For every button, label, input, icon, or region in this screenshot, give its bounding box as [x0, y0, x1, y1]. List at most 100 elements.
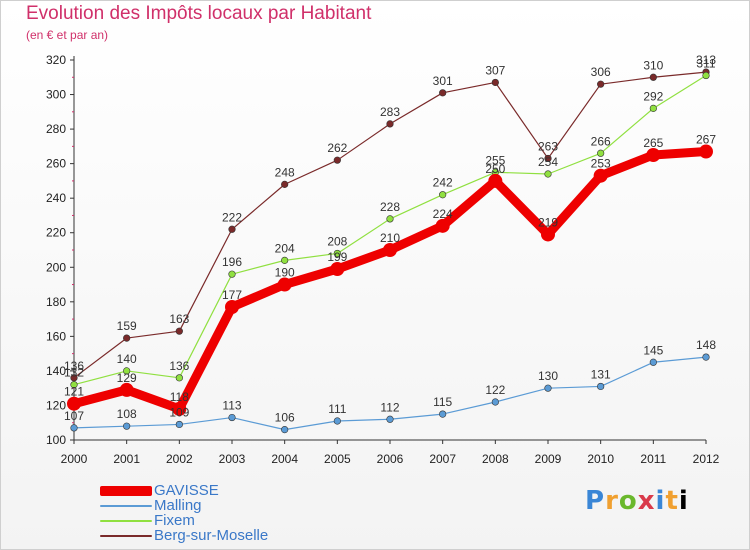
- data-point: [225, 300, 239, 314]
- data-label: 262: [327, 141, 347, 155]
- data-point: [649, 104, 657, 112]
- data-point: [439, 89, 447, 97]
- data-point: [228, 270, 236, 278]
- data-point: [491, 398, 499, 406]
- data-point: [175, 420, 183, 429]
- data-label: 310: [643, 58, 663, 72]
- data-point: [281, 426, 289, 434]
- data-label: 222: [222, 210, 242, 224]
- data-label: 283: [380, 105, 400, 119]
- data-point: [702, 353, 710, 361]
- data-label: 129: [117, 371, 137, 385]
- data-point: [175, 327, 183, 335]
- data-point: [439, 191, 447, 199]
- data-label: 177: [222, 288, 242, 302]
- legend-swatch-fixem: [100, 520, 152, 522]
- chart-title: Evolution des Impôts locaux par Habitant: [26, 3, 372, 24]
- data-label: 219: [538, 215, 558, 229]
- data-label: 267: [696, 133, 716, 147]
- data-label: 313: [696, 53, 716, 67]
- y-tick-label: 220: [46, 226, 66, 240]
- data-point: [597, 149, 605, 157]
- data-point: [119, 382, 134, 397]
- data-label: 122: [485, 383, 505, 397]
- data-label: 136: [169, 359, 189, 373]
- y-tick-label: 300: [46, 88, 66, 102]
- data-label: 148: [696, 338, 716, 352]
- legend-swatch-malling: [100, 505, 152, 507]
- data-label: 109: [169, 405, 189, 419]
- data-point: [544, 154, 552, 163]
- data-point: [597, 80, 605, 88]
- data-label: 250: [485, 162, 505, 176]
- y-tick-label: 160: [46, 329, 66, 343]
- data-point: [172, 401, 187, 416]
- data-label: 118: [170, 390, 189, 404]
- data-label: 121: [64, 385, 84, 399]
- data-label: 111: [328, 402, 347, 416]
- data-point: [123, 422, 131, 430]
- data-label: 190: [275, 266, 295, 280]
- legend-swatch-gavisse: [100, 486, 152, 496]
- x-tick-label: 2007: [429, 452, 456, 466]
- x-tick-label: 2002: [166, 452, 193, 466]
- legend-label-gavisse: GAVISSE: [154, 482, 219, 499]
- y-tick-label: 240: [46, 191, 66, 205]
- data-label: 196: [222, 255, 242, 269]
- data-point: [488, 173, 503, 188]
- data-point: [386, 415, 394, 423]
- data-label: 115: [433, 395, 452, 409]
- data-point: [228, 413, 236, 422]
- y-tick-label: 120: [46, 398, 66, 412]
- data-point: [70, 374, 78, 382]
- x-tick-label: 2004: [271, 452, 298, 466]
- data-label: 228: [380, 200, 400, 214]
- data-point: [123, 367, 131, 375]
- x-tick-label: 2008: [482, 452, 509, 466]
- data-label: 204: [275, 241, 295, 255]
- x-tick-label: 2005: [324, 452, 351, 466]
- x-tick-label: 2010: [587, 452, 614, 466]
- y-tick-label: 260: [46, 157, 66, 171]
- data-label: 253: [591, 157, 611, 171]
- data-point: [281, 180, 289, 188]
- data-point: [544, 170, 552, 178]
- data-point: [70, 381, 78, 389]
- data-label: 132: [64, 366, 84, 380]
- data-point: [597, 382, 605, 391]
- data-point: [333, 417, 341, 425]
- legend-label-fixem: Fixem: [154, 512, 195, 529]
- y-tick-label: 320: [46, 53, 66, 67]
- legend-label-berg-sur-moselle: Berg-sur-Moselle: [154, 527, 269, 544]
- data-label: 263: [538, 139, 558, 153]
- y-tick-label: 280: [46, 122, 66, 136]
- x-tick-label: 2009: [535, 452, 562, 466]
- data-label: 255: [485, 153, 505, 167]
- data-point: [439, 410, 447, 418]
- data-label: 136: [64, 359, 84, 373]
- y-tick-label: 180: [46, 295, 66, 309]
- data-label: 224: [433, 207, 453, 221]
- data-label: 106: [275, 411, 295, 425]
- legend-label-malling: Malling: [154, 497, 202, 514]
- data-point: [123, 334, 131, 342]
- data-label: 107: [64, 409, 84, 423]
- data-point: [333, 156, 341, 164]
- data-label: 242: [433, 176, 453, 190]
- data-label: 248: [275, 165, 295, 179]
- data-label: 108: [117, 407, 137, 421]
- legend-swatch-berg-sur-moselle: [100, 535, 152, 537]
- chart-subtitle: (en € et par an): [26, 28, 109, 42]
- data-point: [386, 120, 394, 128]
- data-label: 199: [327, 250, 347, 264]
- data-label: 311: [696, 57, 715, 71]
- y-tick-label: 200: [46, 260, 66, 274]
- data-point: [649, 73, 657, 81]
- data-point: [277, 277, 292, 292]
- data-point: [330, 262, 345, 276]
- x-tick-label: 2000: [61, 452, 88, 466]
- data-label: 159: [117, 319, 137, 333]
- data-label: 208: [327, 234, 347, 248]
- data-label: 306: [591, 65, 611, 79]
